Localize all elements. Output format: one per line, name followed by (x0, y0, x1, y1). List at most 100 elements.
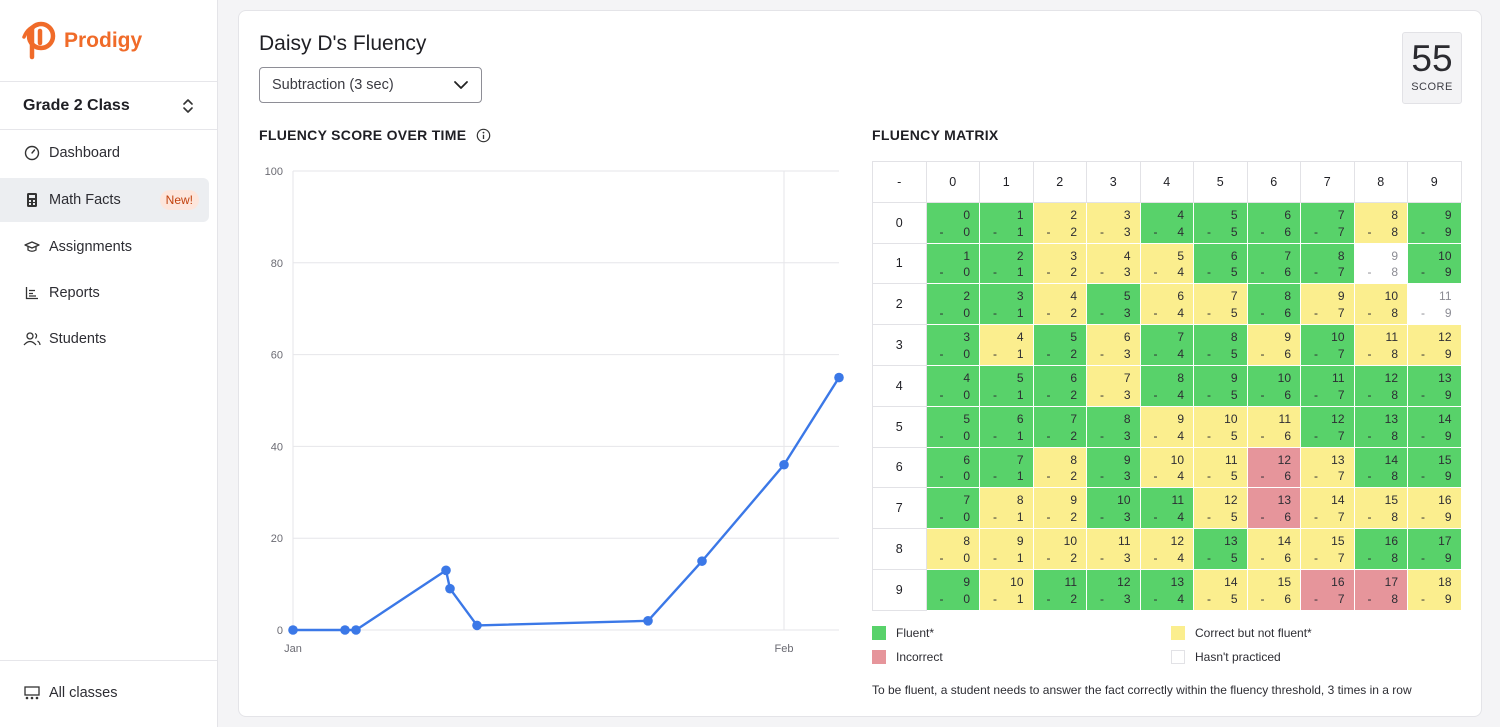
matrix-cell[interactable]: 13- 6 (1246, 487, 1301, 530)
info-icon[interactable] (476, 128, 491, 143)
sidebar-item-dashboard[interactable]: Dashboard (0, 131, 209, 175)
matrix-cell[interactable]: 8 - 5 (1193, 324, 1248, 366)
matrix-cell[interactable]: 14- 6 (1246, 528, 1301, 570)
matrix-cell[interactable]: 6 - 2 (1032, 364, 1087, 407)
matrix-cell[interactable]: 6 - 4 (1139, 283, 1194, 326)
prodigy-logo[interactable]: Prodigy (20, 20, 142, 62)
matrix-cell[interactable]: 9 - 1 (979, 528, 1034, 570)
matrix-cell[interactable]: 14- 7 (1300, 487, 1355, 530)
matrix-cell[interactable]: 10- 2 (1032, 528, 1087, 570)
matrix-cell[interactable]: 4 - 0 (925, 364, 980, 407)
matrix-cell[interactable]: 10- 5 (1193, 405, 1248, 448)
matrix-cell[interactable]: 10- 3 (1086, 487, 1141, 530)
matrix-cell[interactable]: 8 - 1 (979, 487, 1034, 530)
matrix-cell[interactable]: 11- 7 (1300, 364, 1355, 407)
matrix-cell[interactable]: 11- 5 (1193, 446, 1248, 489)
matrix-cell[interactable]: 10- 1 (979, 568, 1034, 611)
matrix-cell[interactable]: 7 - 7 (1300, 201, 1355, 244)
matrix-cell[interactable]: 10- 9 (1407, 242, 1462, 285)
matrix-cell[interactable]: 13- 8 (1353, 405, 1408, 448)
matrix-cell[interactable]: 4 - 1 (979, 324, 1034, 366)
matrix-cell[interactable]: 9 - 5 (1193, 364, 1248, 407)
matrix-cell[interactable]: 5 - 5 (1193, 201, 1248, 244)
matrix-cell[interactable]: 5 - 0 (925, 405, 980, 448)
matrix-cell[interactable]: 10- 6 (1246, 364, 1301, 407)
sidebar-item-reports[interactable]: Reports (0, 271, 209, 315)
matrix-cell[interactable]: 4 - 2 (1032, 283, 1087, 326)
matrix-cell[interactable]: 12- 9 (1407, 324, 1462, 366)
all-classes-link[interactable]: All classes (0, 671, 217, 715)
matrix-cell[interactable]: 6 - 5 (1193, 242, 1248, 285)
sidebar-item-students[interactable]: Students (0, 317, 209, 361)
matrix-cell[interactable]: 12- 5 (1193, 487, 1248, 530)
matrix-cell[interactable]: 7 - 0 (925, 487, 980, 530)
matrix-cell[interactable]: 11- 3 (1086, 528, 1141, 570)
matrix-cell[interactable]: 12- 6 (1246, 446, 1301, 489)
matrix-cell[interactable]: 8 - 8 (1353, 201, 1408, 244)
matrix-cell[interactable]: 17- 8 (1353, 568, 1408, 611)
matrix-cell[interactable]: 10- 7 (1300, 324, 1355, 366)
matrix-cell[interactable]: 16- 8 (1353, 528, 1408, 570)
matrix-cell[interactable]: 13- 4 (1139, 568, 1194, 611)
matrix-cell[interactable]: 15- 9 (1407, 446, 1462, 489)
matrix-cell[interactable]: 13- 9 (1407, 364, 1462, 407)
matrix-cell[interactable]: 13- 5 (1193, 528, 1248, 570)
matrix-cell[interactable]: 8 - 3 (1086, 405, 1141, 448)
matrix-cell[interactable]: 9 - 2 (1032, 487, 1087, 530)
matrix-cell[interactable]: 12- 4 (1139, 528, 1194, 570)
matrix-cell[interactable]: 14- 9 (1407, 405, 1462, 448)
matrix-cell[interactable]: 9 - 4 (1139, 405, 1194, 448)
matrix-cell[interactable]: 12- 7 (1300, 405, 1355, 448)
matrix-cell[interactable]: 18- 9 (1407, 568, 1462, 611)
matrix-cell[interactable]: 5 - 3 (1086, 283, 1141, 326)
matrix-cell[interactable]: 7 - 5 (1193, 283, 1248, 326)
matrix-cell[interactable]: 1 - 0 (925, 242, 980, 285)
matrix-cell[interactable]: 8 - 7 (1300, 242, 1355, 285)
matrix-cell[interactable]: 6 - 1 (979, 405, 1034, 448)
matrix-cell[interactable]: 13- 7 (1300, 446, 1355, 489)
matrix-cell[interactable]: 9 - 3 (1086, 446, 1141, 489)
sidebar-item-assignments[interactable]: Assignments (0, 225, 209, 269)
matrix-cell[interactable]: 7 - 6 (1246, 242, 1301, 285)
matrix-cell[interactable]: 9 - 8 (1353, 242, 1408, 285)
matrix-cell[interactable]: 8 - 0 (925, 528, 980, 570)
matrix-cell[interactable]: 5 - 1 (979, 364, 1034, 407)
matrix-cell[interactable]: 10- 8 (1353, 283, 1408, 326)
matrix-cell[interactable]: 7 - 1 (979, 446, 1034, 489)
matrix-cell[interactable]: 17- 9 (1407, 528, 1462, 570)
matrix-cell[interactable]: 9 - 6 (1246, 324, 1301, 366)
matrix-cell[interactable]: 11- 4 (1139, 487, 1194, 530)
matrix-cell[interactable]: 7 - 2 (1032, 405, 1087, 448)
matrix-cell[interactable]: 4 - 4 (1139, 201, 1194, 244)
matrix-cell[interactable]: 6 - 3 (1086, 324, 1141, 366)
matrix-cell[interactable]: 5 - 4 (1139, 242, 1194, 285)
matrix-cell[interactable]: 2 - 0 (925, 283, 980, 326)
operation-dropdown[interactable]: Subtraction (3 sec) (259, 67, 482, 103)
matrix-cell[interactable]: 8 - 6 (1246, 283, 1301, 326)
matrix-cell[interactable]: 4 - 3 (1086, 242, 1141, 285)
matrix-cell[interactable]: 0 - 0 (925, 201, 980, 244)
matrix-cell[interactable]: 11- 9 (1407, 283, 1462, 326)
matrix-cell[interactable]: 14- 5 (1193, 568, 1248, 611)
matrix-cell[interactable]: 9 - 7 (1300, 283, 1355, 326)
matrix-cell[interactable]: 11- 2 (1032, 568, 1087, 611)
matrix-cell[interactable]: 14- 8 (1353, 446, 1408, 489)
matrix-cell[interactable]: 11- 6 (1246, 405, 1301, 448)
matrix-cell[interactable]: 2 - 1 (979, 242, 1034, 285)
matrix-cell[interactable]: 5 - 2 (1032, 324, 1087, 366)
matrix-cell[interactable]: 9 - 9 (1407, 201, 1462, 244)
class-selector[interactable]: Grade 2 Class (0, 82, 217, 130)
matrix-cell[interactable]: 16- 9 (1407, 487, 1462, 530)
matrix-cell[interactable]: 15- 7 (1300, 528, 1355, 570)
matrix-cell[interactable]: 11- 8 (1353, 324, 1408, 366)
matrix-cell[interactable]: 12- 8 (1353, 364, 1408, 407)
matrix-cell[interactable]: 8 - 2 (1032, 446, 1087, 489)
matrix-cell[interactable]: 2 - 2 (1032, 201, 1087, 244)
matrix-cell[interactable]: 12- 3 (1086, 568, 1141, 611)
matrix-cell[interactable]: 3 - 2 (1032, 242, 1087, 285)
matrix-cell[interactable]: 3 - 1 (979, 283, 1034, 326)
matrix-cell[interactable]: 9 - 0 (925, 568, 980, 611)
matrix-cell[interactable]: 3 - 0 (925, 324, 980, 366)
matrix-cell[interactable]: 16- 7 (1300, 568, 1355, 611)
matrix-cell[interactable]: 3 - 3 (1086, 201, 1141, 244)
